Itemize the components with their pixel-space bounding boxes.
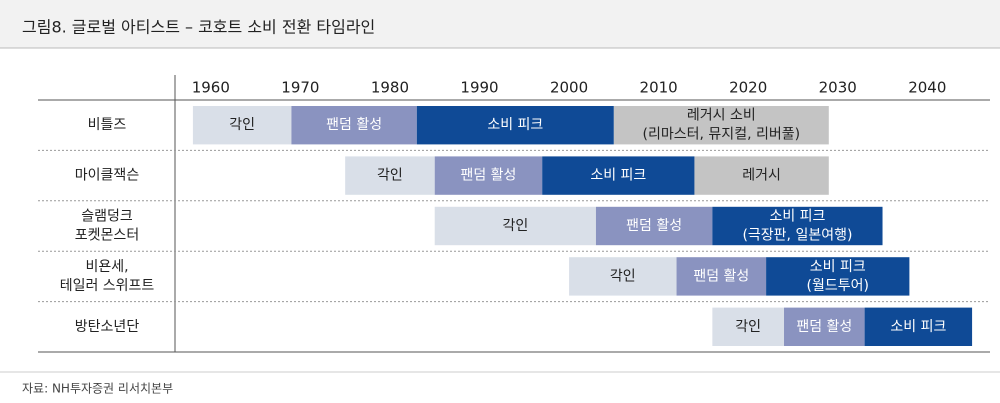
timeline-bar	[434, 206, 596, 246]
x-tick-label: 2040	[908, 79, 946, 97]
timeline-bar	[569, 257, 677, 296]
timeline-bar	[766, 257, 910, 296]
bar-label: 소비 피크	[890, 319, 946, 335]
bar-label: 팬덤 활성	[326, 117, 382, 133]
timeline-bar	[712, 206, 883, 246]
source: 자료: NH투자증권 리서치본부	[22, 382, 173, 396]
timeline-bar	[192, 106, 292, 145]
bar-label: (리마스터, 뮤지컬, 리버풀)	[643, 127, 801, 143]
row-label: 방탄소년단	[75, 319, 140, 335]
bar-label: 각인	[502, 218, 528, 234]
row-label: 마이클잭슨	[75, 168, 140, 184]
bar-label: 레거시	[742, 168, 781, 184]
x-tick-label: 2010	[640, 79, 678, 97]
bar-label: 팬덤 활성	[460, 168, 516, 184]
bar-label: (극장판, 일본여행)	[742, 228, 852, 244]
bar-label: 소비 피크	[590, 168, 646, 184]
timeline-bar	[291, 106, 417, 145]
bar-label: 각인	[377, 168, 403, 184]
timeline-bar	[595, 206, 713, 246]
timeline-bar	[613, 106, 829, 145]
timeline-bar	[676, 257, 767, 296]
row-label: 비틀즈	[88, 117, 127, 133]
bar-label: 레거시 소비	[687, 108, 756, 124]
x-tick-label: 1960	[192, 79, 230, 97]
bar-label: 각인	[229, 117, 255, 133]
x-tick-label: 1980	[371, 79, 409, 97]
timeline-bar	[434, 156, 543, 195]
x-tick-label: 2020	[729, 79, 767, 97]
x-tick-label: 1990	[460, 79, 498, 97]
bar-label: 소비 피크	[810, 259, 866, 275]
timeline-bar	[416, 106, 614, 145]
timeline-bar	[784, 307, 865, 346]
timeline-bar	[694, 156, 829, 195]
x-tick-label: 2000	[550, 79, 588, 97]
timeline-bar	[864, 307, 973, 346]
bar-label: 팬덤 활성	[626, 218, 682, 234]
row-label: 슬램덩크	[81, 209, 133, 225]
bar-label: 각인	[610, 268, 636, 284]
bar-label: 소비 피크	[487, 117, 543, 133]
bar-label: 각인	[735, 319, 761, 335]
timeline-bar	[542, 156, 695, 195]
bar-label: 팬덤 활성	[693, 268, 749, 284]
timeline-bar	[345, 156, 435, 195]
row-label: 비욘세,	[85, 259, 128, 275]
bar-label: (월드투어)	[807, 278, 869, 294]
row-label: 테일러 스위프트	[60, 278, 155, 294]
bar-label: 소비 피크	[769, 209, 825, 225]
chart-title: 그림8. 글로벌 아티스트 – 코호트 소비 전환 타임라인	[22, 18, 375, 37]
title-bar	[0, 0, 1000, 48]
timeline-bar	[712, 307, 785, 346]
x-tick-label: 2030	[819, 79, 857, 97]
row-label: 포켓몬스터	[75, 228, 139, 244]
bar-label: 팬덤 활성	[796, 319, 852, 335]
x-tick-label: 1970	[281, 79, 319, 97]
